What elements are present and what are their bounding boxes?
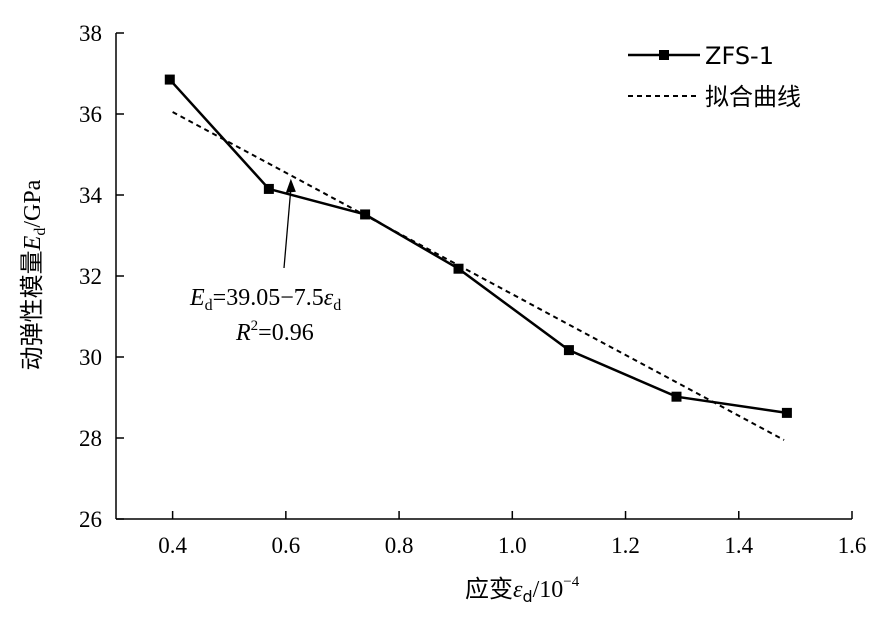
y-tick-label: 32 xyxy=(79,264,102,289)
x-tick-label: 1.4 xyxy=(724,533,753,558)
zfs-1-point xyxy=(563,345,574,356)
y-tick-label: 30 xyxy=(79,345,102,370)
x-tick-label: 0.4 xyxy=(158,533,187,558)
fit-annotation: Ed=39.05−7.5εd R2=0.96 xyxy=(189,178,341,346)
y-tick-label: 36 xyxy=(79,102,102,127)
legend-label-fit: 拟合曲线 xyxy=(705,83,801,111)
y-tick-label: 34 xyxy=(79,183,103,208)
zfs-1-series xyxy=(164,74,792,418)
zfs-1-point xyxy=(360,209,371,220)
r-squared: R2=0.96 xyxy=(235,318,314,346)
zfs-1-point xyxy=(263,183,274,194)
annotation-arrowhead xyxy=(285,178,296,193)
y-tick-label: 28 xyxy=(79,426,102,451)
x-tick-label: 1.2 xyxy=(611,533,640,558)
y-ticks: 26 28 30 32 34 36 38 xyxy=(79,21,124,532)
y-axis-title: 动弹性模量Ed/GPa xyxy=(18,179,49,370)
x-ticks: 0.4 0.6 0.8 1.0 1.2 1.4 1.6 xyxy=(158,511,866,558)
zfs-1-point xyxy=(453,263,464,274)
annotation-arrow xyxy=(283,188,292,269)
legend-label-zfs1: ZFS-1 xyxy=(705,42,774,70)
zfs-1-point xyxy=(671,391,682,402)
x-tick-label: 0.8 xyxy=(385,533,414,558)
fit-equation: Ed=39.05−7.5εd xyxy=(189,285,341,314)
x-axis-title: 应变εd/10−4 xyxy=(465,574,580,606)
x-tick-label: 1.0 xyxy=(498,533,527,558)
x-tick-label: 0.6 xyxy=(271,533,300,558)
zfs-1-line xyxy=(168,78,788,415)
legend: ZFS-1 拟合曲线 xyxy=(628,42,801,111)
zfs-1-point xyxy=(781,407,792,418)
legend-swatch-zfs1-marker xyxy=(659,50,669,60)
fit-line-series xyxy=(172,111,785,441)
fit-line xyxy=(172,111,785,441)
zfs-1-point xyxy=(164,74,175,85)
y-tick-label: 38 xyxy=(79,21,102,46)
y-tick-label: 26 xyxy=(79,507,102,532)
x-tick-label: 1.6 xyxy=(838,533,867,558)
